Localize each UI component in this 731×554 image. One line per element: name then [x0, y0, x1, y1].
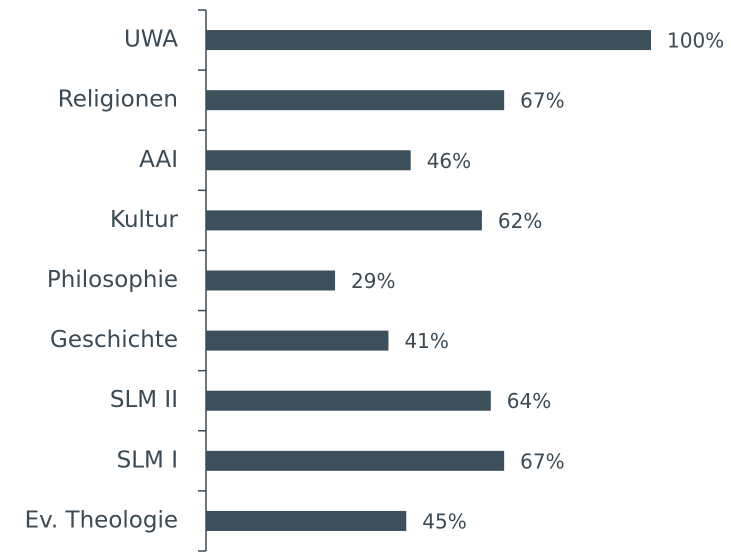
bar [206, 330, 389, 351]
bar [206, 30, 651, 51]
value-label: 100% [667, 29, 724, 53]
bar [206, 270, 336, 291]
value-label: 29% [351, 269, 395, 293]
value-label: 45% [422, 509, 466, 533]
category-label: Religionen [58, 87, 178, 113]
value-label: 62% [498, 209, 542, 233]
value-label: 41% [404, 329, 448, 353]
category-label: Kultur [110, 207, 178, 233]
category-label: Philosophie [47, 267, 178, 293]
value-label: 46% [427, 149, 471, 173]
category-label: SLM I [117, 447, 178, 473]
bar [206, 450, 505, 471]
category-label: SLM II [110, 387, 178, 413]
bar [206, 210, 482, 231]
category-label: Geschichte [50, 327, 178, 353]
bar [206, 90, 505, 111]
bar [206, 510, 407, 531]
category-label: UWA [124, 27, 178, 53]
value-label: 64% [507, 389, 551, 413]
bar [206, 390, 491, 411]
bar [206, 150, 411, 171]
category-label: AAI [139, 147, 178, 173]
category-label: Ev. Theologie [25, 507, 178, 533]
value-label: 67% [520, 89, 564, 113]
value-label: 67% [520, 449, 564, 473]
